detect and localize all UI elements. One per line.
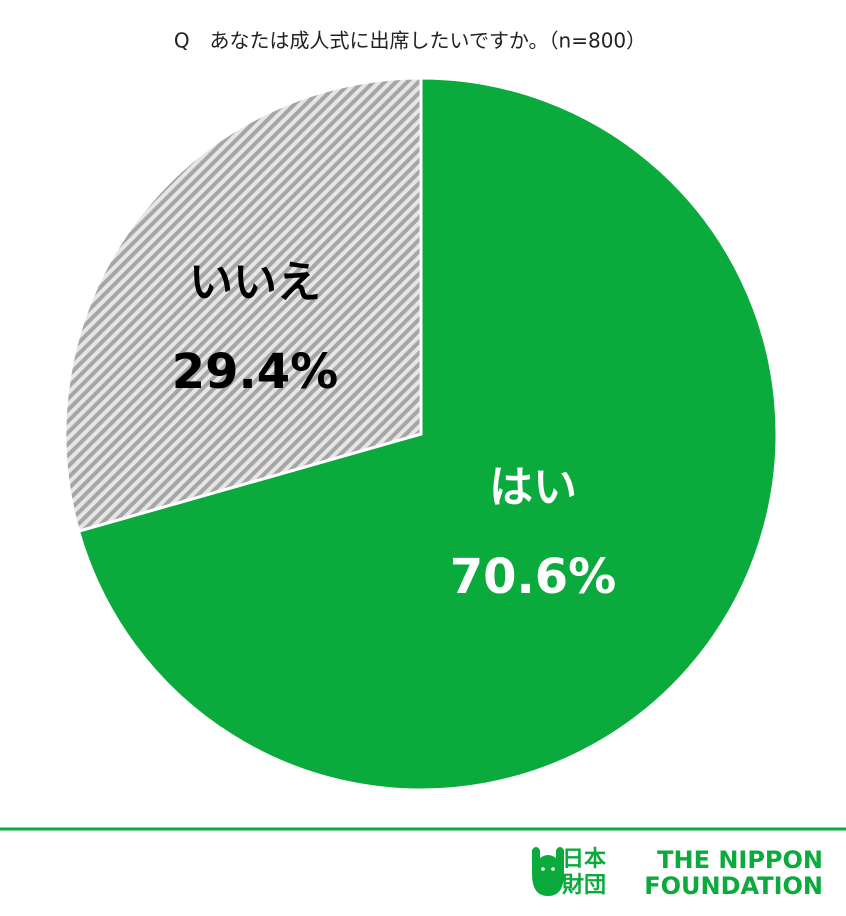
chart-title: Q あなたは成人式に出席したいですか。（n=800） bbox=[174, 29, 646, 53]
slice-label: はい bbox=[489, 462, 577, 513]
pie-slice bbox=[76, 76, 779, 792]
logo-en: FOUNDATION bbox=[644, 872, 823, 900]
pie-slice bbox=[63, 76, 423, 534]
logo-jp: 財団 bbox=[562, 873, 606, 898]
logo: 日本 財団 THE NIPPON FOUNDATION bbox=[532, 846, 823, 900]
logo-eye bbox=[551, 867, 555, 871]
logo-en: THE NIPPON bbox=[657, 846, 823, 874]
value-label: 70.6% bbox=[450, 549, 617, 605]
value-label: 29.4% bbox=[172, 344, 339, 400]
logo-icon bbox=[532, 847, 564, 896]
slice-label: いいえ bbox=[189, 257, 321, 308]
pie: はい 70.6% いいえ 29.4% bbox=[63, 76, 779, 792]
logo-jp: 日本 bbox=[562, 847, 606, 872]
logo-eye bbox=[541, 867, 545, 871]
